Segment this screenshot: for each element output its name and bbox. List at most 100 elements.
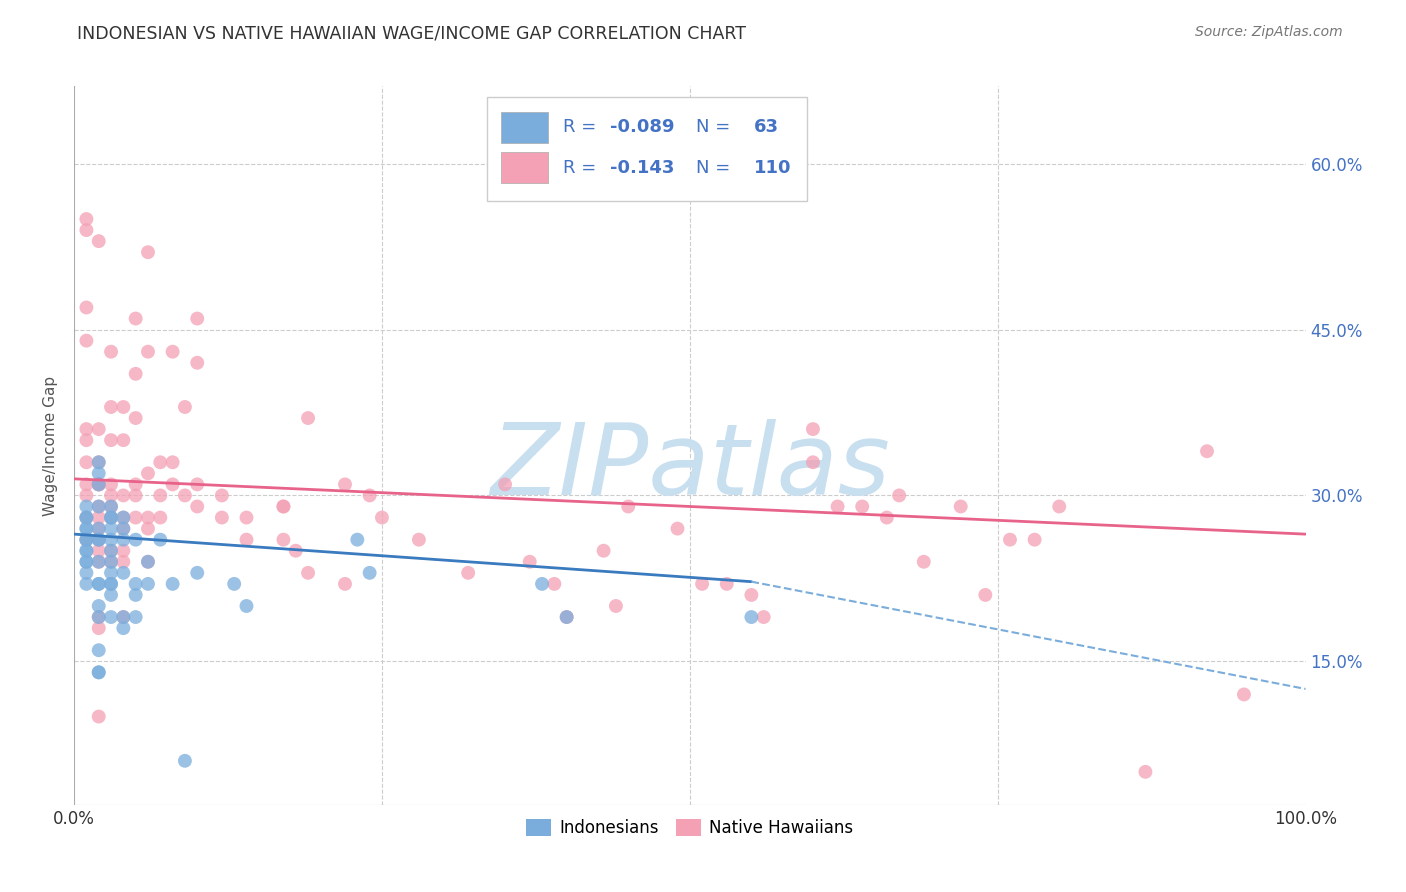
Point (75, 422, 97, 436)
Point (87, 477, 110, 491)
Point (75, 543, 97, 558)
Point (100, 500, 122, 514)
Point (457, 566, 479, 580)
Point (87, 599, 110, 613)
Text: N =: N = (696, 159, 735, 177)
Text: 63: 63 (754, 119, 779, 136)
Point (112, 533, 135, 547)
Point (112, 543, 135, 558)
Point (752, 610, 775, 624)
Point (273, 533, 295, 547)
Point (592, 543, 614, 558)
Point (75, 301, 97, 315)
Point (75, 566, 97, 580)
Point (224, 577, 246, 591)
Text: R =: R = (562, 159, 602, 177)
Point (124, 577, 146, 591)
Text: INDONESIAN VS NATIVE HAWAIIAN WAGE/INCOME GAP CORRELATION CHART: INDONESIAN VS NATIVE HAWAIIAN WAGE/INCOM… (77, 25, 747, 43)
Point (827, 500, 849, 514)
Point (136, 467, 159, 481)
Point (87, 234, 110, 248)
Point (100, 577, 122, 591)
Point (75, 533, 97, 547)
Point (186, 500, 208, 514)
Point (87, 455, 110, 469)
Point (87, 500, 110, 514)
Point (136, 577, 159, 591)
Text: 110: 110 (754, 159, 792, 177)
Point (273, 500, 295, 514)
Point (75, 488, 97, 502)
Point (100, 588, 122, 602)
Point (124, 588, 146, 602)
Point (555, 610, 578, 624)
Point (75, 577, 97, 591)
Point (949, 500, 972, 514)
Point (100, 433, 122, 447)
Point (124, 367, 146, 381)
Point (297, 566, 319, 580)
Point (359, 566, 381, 580)
Point (75, 533, 97, 547)
Point (112, 510, 135, 524)
Point (87, 533, 110, 547)
Point (555, 610, 578, 624)
Point (75, 543, 97, 558)
FancyBboxPatch shape (502, 112, 548, 143)
Point (136, 344, 159, 359)
Point (87, 555, 110, 569)
Point (112, 488, 135, 502)
Point (100, 500, 122, 514)
Point (87, 610, 110, 624)
Point (666, 522, 689, 536)
Point (75, 500, 97, 514)
Point (124, 311, 146, 326)
Point (112, 400, 135, 414)
Point (235, 533, 257, 547)
Point (186, 311, 208, 326)
Point (124, 510, 146, 524)
Point (174, 400, 197, 414)
Point (112, 522, 135, 536)
Point (174, 754, 197, 768)
Point (605, 599, 627, 613)
Point (87, 533, 110, 547)
Point (124, 488, 146, 502)
Point (100, 555, 122, 569)
Point (186, 566, 208, 580)
Y-axis label: Wage/Income Gap: Wage/Income Gap (44, 376, 58, 516)
Point (112, 555, 135, 569)
Point (284, 543, 307, 558)
Point (75, 522, 97, 536)
Point (333, 577, 356, 591)
Legend: Indonesians, Native Hawaiians: Indonesians, Native Hawaiians (520, 812, 860, 844)
Text: -0.089: -0.089 (610, 119, 675, 136)
Point (75, 522, 97, 536)
Point (851, 500, 873, 514)
Point (87, 665, 110, 680)
Point (100, 510, 122, 524)
Point (124, 411, 146, 425)
Point (1233, 688, 1256, 702)
Point (1135, 764, 1157, 779)
Point (87, 422, 110, 436)
Point (1024, 533, 1046, 547)
Point (87, 577, 110, 591)
Point (333, 477, 356, 491)
Point (162, 455, 184, 469)
Point (87, 709, 110, 723)
Point (100, 610, 122, 624)
Point (87, 500, 110, 514)
Point (75, 477, 97, 491)
Point (112, 522, 135, 536)
Point (162, 477, 184, 491)
Point (149, 488, 172, 502)
Point (87, 533, 110, 547)
Point (87, 665, 110, 680)
Point (998, 533, 1021, 547)
Point (100, 522, 122, 536)
Point (408, 533, 430, 547)
Point (75, 212, 97, 227)
Point (124, 477, 146, 491)
Point (100, 566, 122, 580)
